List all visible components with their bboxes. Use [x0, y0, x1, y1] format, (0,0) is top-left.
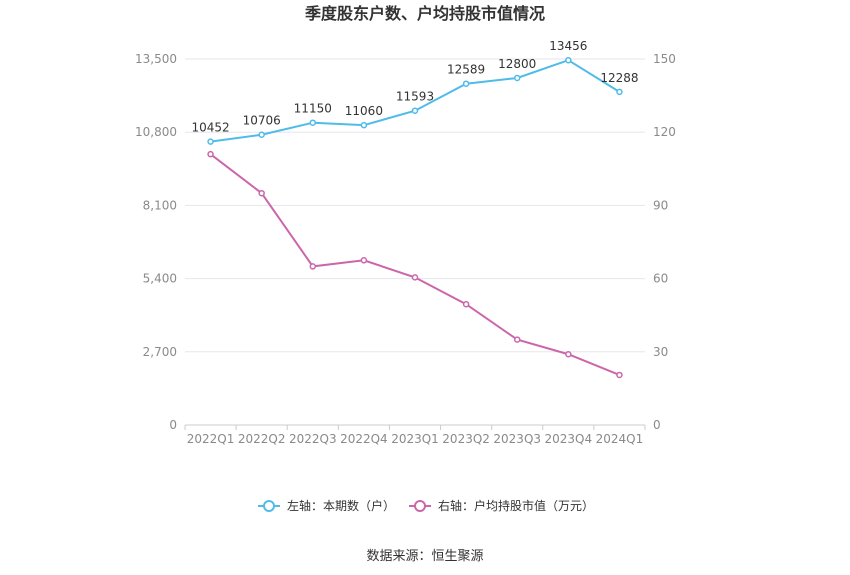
x-tick-label: 2023Q2 — [442, 432, 490, 446]
data-point[interactable] — [411, 274, 419, 281]
legend-label: 左轴：本期数（户） — [287, 498, 395, 513]
right-tick-label: 30 — [653, 345, 668, 359]
left-tick-label: 13,500 — [135, 52, 177, 66]
data-point[interactable] — [616, 88, 623, 96]
data-point[interactable] — [513, 336, 521, 343]
data-point[interactable] — [207, 138, 214, 145]
data-point[interactable] — [309, 263, 317, 270]
data-point[interactable] — [462, 80, 470, 87]
left-tick-label: 2,700 — [143, 345, 177, 359]
source-text: 数据来源：恒生聚源 — [366, 549, 483, 564]
left-tick-label: 0 — [169, 418, 177, 432]
data-point[interactable] — [258, 189, 265, 197]
data-label: 11593 — [396, 90, 434, 104]
series-right — [207, 150, 623, 379]
data-point[interactable] — [565, 350, 572, 358]
data-point[interactable] — [513, 74, 521, 82]
x-tick-label: 2022Q2 — [238, 432, 286, 446]
data-label: 13456 — [549, 39, 587, 53]
x-tick-label: 2023Q4 — [545, 432, 593, 446]
right-tick-label: 150 — [653, 52, 676, 66]
x-tick-label: 2023Q3 — [493, 432, 541, 446]
series-left: 10452 10706 11150 11060 11593 12589 12800 13456… — [191, 39, 639, 145]
series-layer: 10452 10706 11150 11060 11593 12589 12800 13456… — [191, 39, 639, 379]
data-point[interactable] — [616, 371, 623, 379]
right-tick-label: 0 — [653, 418, 661, 432]
left-axis: 0 2,700 5,400 8,100 10,800 13,500 — [135, 52, 177, 432]
data-label: 12800 — [498, 57, 536, 71]
data-point[interactable] — [309, 119, 317, 126]
data-label: 10452 — [191, 121, 229, 135]
legend-item-left[interactable]: 左轴：本期数（户） — [258, 498, 395, 513]
data-point[interactable] — [258, 131, 265, 138]
data-point[interactable] — [565, 56, 572, 64]
x-axis: 2022Q1 2022Q2 2022Q3 2022Q4 2023Q1 2023Q2 2023… — [184, 425, 646, 446]
data-label: 11150 — [294, 102, 332, 116]
legend-marker-icon — [414, 500, 426, 512]
data-point[interactable] — [462, 300, 470, 308]
data-point[interactable] — [360, 121, 368, 129]
chart-title: 季度股东户数、户均持股市值情况 — [304, 4, 545, 23]
x-tick-label: 2022Q4 — [340, 432, 388, 446]
x-tick-label: 2023Q1 — [391, 432, 439, 446]
left-tick-label: 8,100 — [143, 198, 177, 212]
data-label: 12589 — [447, 63, 485, 77]
legend-marker-icon — [263, 500, 275, 512]
right-axis: 0 30 60 90 120 150 — [653, 52, 676, 432]
data-point[interactable] — [360, 257, 368, 264]
x-tick-label: 2022Q3 — [289, 432, 337, 446]
left-tick-label: 10,800 — [135, 125, 177, 139]
data-label: 12288 — [600, 71, 638, 85]
right-tick-label: 60 — [653, 272, 668, 286]
legend-label: 右轴：户均持股市值（万元） — [438, 498, 594, 513]
right-tick-label: 90 — [653, 198, 668, 212]
legend-item-right[interactable]: 右轴：户均持股市值（万元） — [409, 498, 594, 513]
data-label: 10706 — [243, 114, 281, 128]
x-tick-label: 2024Q1 — [596, 432, 644, 446]
right-tick-label: 120 — [653, 125, 676, 139]
data-point[interactable] — [207, 150, 214, 158]
series-line-right — [209, 153, 620, 376]
data-label: 11060 — [345, 104, 383, 118]
left-tick-label: 5,400 — [143, 272, 177, 286]
data-point[interactable] — [411, 107, 419, 114]
legend[interactable]: 左轴：本期数（户） 右轴：户均持股市值（万元） — [258, 498, 594, 513]
x-tick-label: 2022Q1 — [187, 432, 235, 446]
